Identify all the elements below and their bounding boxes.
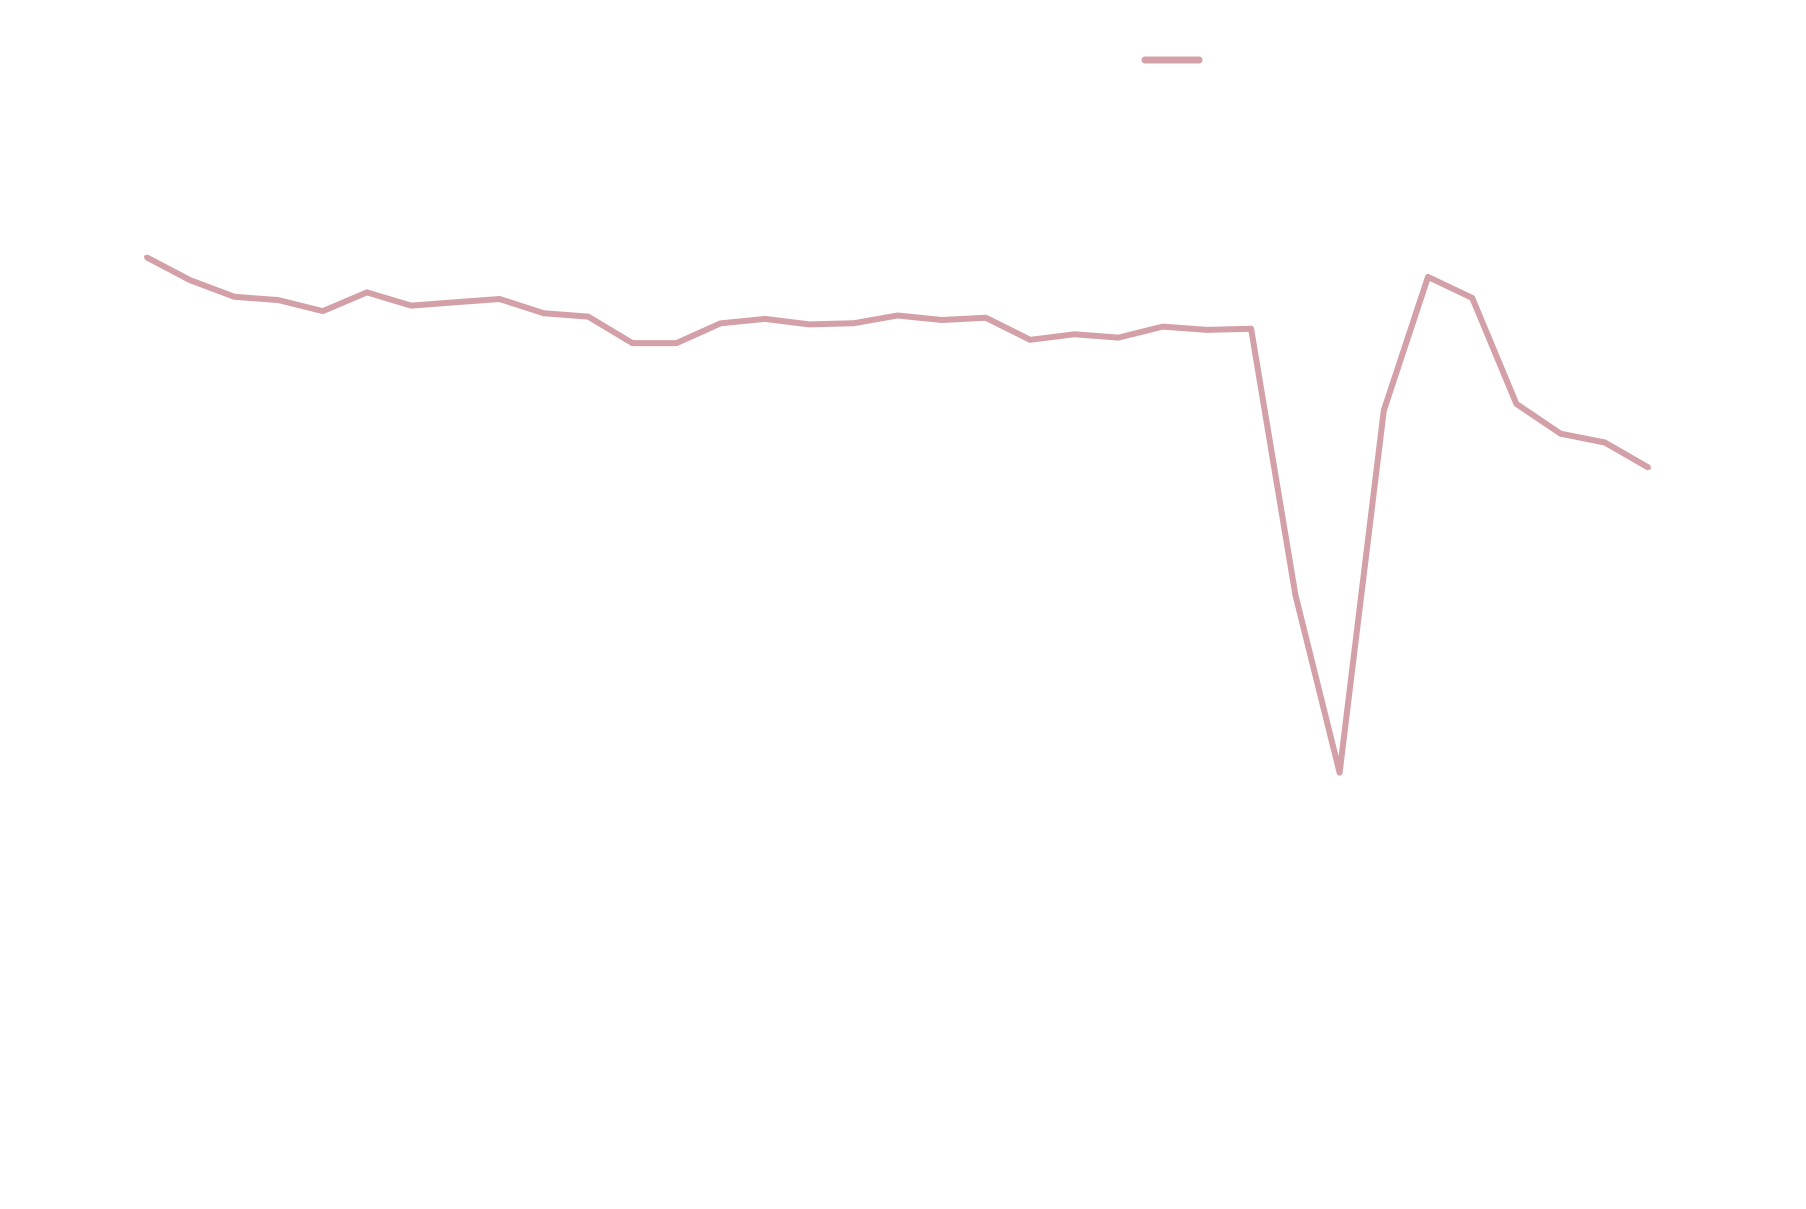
data-point <box>851 321 856 326</box>
data-point <box>453 300 458 305</box>
data-point <box>983 315 988 320</box>
series-line-0 <box>144 254 1651 776</box>
data-point <box>1160 324 1165 329</box>
data-point <box>1602 440 1607 445</box>
data-point <box>497 297 502 301</box>
data-point <box>409 303 414 308</box>
data-point <box>320 309 325 314</box>
data-point <box>762 316 767 321</box>
data-point <box>1116 335 1121 340</box>
data-point <box>1647 465 1651 470</box>
plot-area <box>144 254 1651 776</box>
data-point <box>276 298 281 303</box>
data-point <box>718 321 723 326</box>
data-point <box>939 318 944 322</box>
data-point <box>1514 401 1519 406</box>
data-point <box>144 255 148 259</box>
data-point <box>807 322 812 327</box>
data-point <box>1028 337 1033 342</box>
data-point <box>541 311 546 316</box>
data-point <box>630 341 635 346</box>
data-point <box>1337 770 1342 775</box>
data-point <box>1558 431 1563 436</box>
data-point <box>1204 327 1209 332</box>
data-point <box>1426 274 1430 279</box>
data-point <box>586 314 591 319</box>
data-point <box>895 313 900 318</box>
data-point <box>1249 326 1254 331</box>
data-point <box>1381 408 1386 413</box>
data-point <box>188 278 193 283</box>
data-point <box>232 294 237 299</box>
data-point <box>1293 592 1298 597</box>
data-point <box>1470 295 1475 300</box>
data-point <box>674 341 679 346</box>
data-point <box>365 290 369 295</box>
data-point <box>1072 332 1077 337</box>
